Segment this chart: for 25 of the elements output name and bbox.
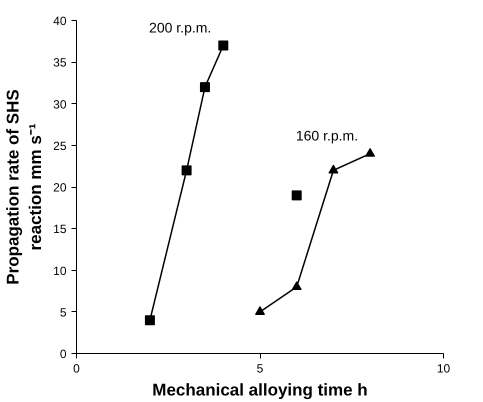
point [292,190,302,200]
x-axis-title: Mechanical alloying time h [152,380,368,400]
y-tick-label: 30 [53,97,67,112]
series-label: 160 r.p.m. [296,128,358,144]
point [365,148,376,157]
point [328,164,338,174]
y-tick-label: 35 [53,56,67,70]
x-tick-label: 5 [256,362,264,376]
point [292,281,302,290]
x-tick-label: 10 [436,362,450,376]
y-axis-title: Propagation rate of SHS reaction mm s⁻¹ [3,89,46,285]
point [255,306,265,315]
point [200,82,210,92]
point [182,165,192,176]
y-tick-label: 0 [60,347,67,361]
point [144,315,155,326]
y-tick-label: 25 [53,138,67,153]
y-tick-label: 20 [53,180,67,194]
y-tick-label: 10 [53,264,67,278]
y-tick-label: 15 [53,222,67,236]
y-tick-label: 5 [60,305,67,320]
series-label: 200 r.p.m. [149,19,212,36]
x-tick-label: 0 [73,362,80,376]
point [218,40,228,50]
y-tick-label: 40 [53,14,67,28]
